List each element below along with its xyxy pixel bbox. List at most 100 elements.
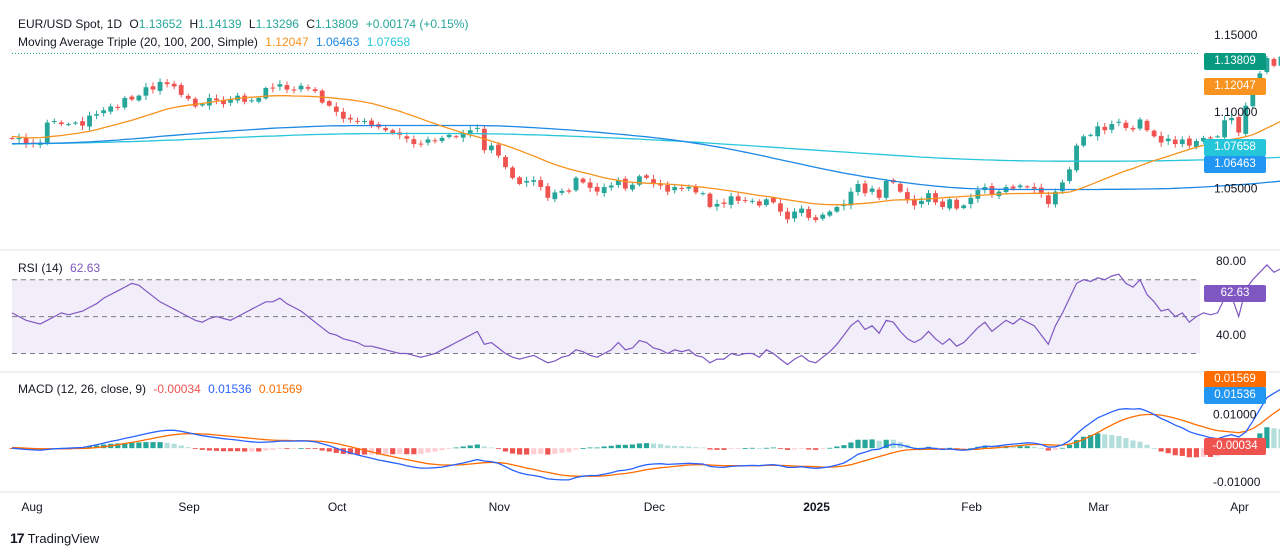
macd-histogram-bar bbox=[404, 448, 410, 455]
candle-body bbox=[115, 106, 121, 108]
candle-body bbox=[552, 192, 558, 200]
candle-body bbox=[919, 200, 924, 205]
ohlc-o-label: O bbox=[129, 17, 139, 31]
macd-histogram-bar bbox=[460, 446, 466, 449]
candle-body bbox=[9, 137, 15, 139]
ma200-line bbox=[11, 132, 1280, 162]
candle-body bbox=[411, 139, 417, 145]
candle-body bbox=[785, 211, 790, 220]
candle-body bbox=[101, 110, 107, 114]
macd-histogram-bar bbox=[376, 448, 382, 455]
x-tick-label: Mar bbox=[1088, 500, 1109, 514]
ohlc-l-label: L bbox=[248, 17, 256, 31]
candle-body bbox=[975, 190, 981, 199]
candle-body bbox=[171, 83, 177, 87]
macd-histogram-bar bbox=[862, 439, 868, 449]
macd-histogram-bar bbox=[545, 448, 551, 455]
macd-histogram-bar bbox=[1059, 447, 1066, 449]
macd-histogram-bar bbox=[629, 444, 635, 449]
candle-body bbox=[453, 136, 459, 138]
candle-body bbox=[510, 167, 515, 178]
candle-body bbox=[926, 193, 931, 202]
candle-body bbox=[862, 183, 868, 194]
macd-histogram-bar bbox=[714, 448, 720, 450]
macd-legend: MACD (12, 26, close, 9) -0.00034 0.01536… bbox=[18, 382, 306, 396]
candle-body bbox=[418, 143, 424, 145]
macd-histogram-bar bbox=[361, 448, 368, 455]
macd-histogram-bar bbox=[601, 446, 607, 449]
candle-body bbox=[883, 180, 889, 198]
candle-body bbox=[94, 114, 99, 116]
macd-histogram-bar bbox=[552, 448, 558, 454]
macd-histogram-bar bbox=[869, 439, 875, 449]
candle-body bbox=[87, 115, 92, 127]
macd-histogram-bar bbox=[517, 448, 523, 455]
candle-body bbox=[686, 187, 692, 189]
macd-histogram-bar bbox=[538, 448, 544, 454]
macd-histogram-bar bbox=[164, 442, 170, 449]
ma20-badge: 1.12047 bbox=[1204, 78, 1266, 95]
candle-body bbox=[340, 111, 346, 119]
candle-body bbox=[122, 97, 128, 108]
candle-body bbox=[150, 86, 156, 90]
macd-histogram-bar bbox=[1165, 448, 1171, 454]
macd-histogram-bar bbox=[1066, 444, 1073, 449]
ma-legend-name: Moving Average Triple (20, 100, 200, Sim… bbox=[18, 35, 258, 49]
candle-body bbox=[968, 197, 974, 205]
candle-body bbox=[742, 199, 748, 201]
macd-histogram-bar bbox=[425, 448, 431, 453]
macd-layer bbox=[9, 389, 1280, 481]
candle-body bbox=[1123, 122, 1129, 128]
candle-body bbox=[108, 106, 114, 112]
candle-body bbox=[1095, 126, 1101, 137]
candle-body bbox=[566, 190, 572, 192]
macd-histogram-bar bbox=[432, 448, 438, 452]
ohlc-c: C1.13809 bbox=[306, 17, 358, 31]
candle-body bbox=[771, 197, 776, 203]
candle-body bbox=[531, 180, 537, 182]
footer: 17 TradingView bbox=[10, 530, 99, 546]
macd-histogram-bar bbox=[777, 448, 784, 449]
macd-histogram-bar bbox=[192, 448, 198, 449]
macd-histogram-bar bbox=[122, 443, 128, 449]
macd-histogram-bar bbox=[136, 442, 142, 449]
candle-body bbox=[143, 87, 149, 96]
macd-histogram-bar bbox=[643, 443, 650, 449]
ma100-line bbox=[11, 124, 1280, 191]
candle-body bbox=[721, 202, 727, 204]
candle-body bbox=[672, 187, 678, 191]
macd-histogram-bar bbox=[1278, 428, 1280, 449]
macd-histogram-bar bbox=[312, 448, 318, 449]
ma100-legend-value: 1.06463 bbox=[316, 35, 360, 49]
macd-histogram-bar bbox=[1193, 448, 1199, 458]
candle-body bbox=[1236, 117, 1242, 133]
candle-body bbox=[658, 183, 663, 186]
candle-body bbox=[1186, 138, 1192, 146]
macd-histogram-bar bbox=[439, 448, 445, 451]
candle-body bbox=[58, 122, 64, 125]
macd-histogram-bar bbox=[876, 440, 882, 449]
macd-histogram-bar bbox=[354, 448, 361, 455]
macd-histogram-bar bbox=[481, 446, 487, 449]
candle-body bbox=[383, 128, 389, 131]
candle-body bbox=[326, 101, 332, 106]
candle-body bbox=[439, 137, 445, 141]
macd-histogram-bar bbox=[242, 448, 248, 452]
candle-body bbox=[1116, 121, 1122, 123]
candle-body bbox=[1038, 187, 1044, 194]
macd-histogram-bar bbox=[319, 448, 325, 451]
candle-body bbox=[136, 95, 142, 101]
candle-body bbox=[1067, 169, 1072, 182]
macd-histogram-bar bbox=[721, 448, 727, 450]
candle-body bbox=[467, 130, 473, 134]
candle-body bbox=[1045, 195, 1051, 204]
macd-histogram-bar bbox=[129, 442, 135, 449]
candle-body bbox=[1194, 140, 1199, 147]
macd-histogram-bar bbox=[1081, 436, 1087, 449]
ma200-badge: 1.07658 bbox=[1204, 139, 1266, 156]
macd-histogram-bar bbox=[333, 448, 339, 453]
ohlc-o: O1.13652 bbox=[129, 17, 182, 31]
macd-histogram-bar bbox=[1031, 446, 1037, 449]
macd-histogram-bar bbox=[263, 448, 269, 451]
macd-histogram-bar bbox=[277, 448, 283, 449]
